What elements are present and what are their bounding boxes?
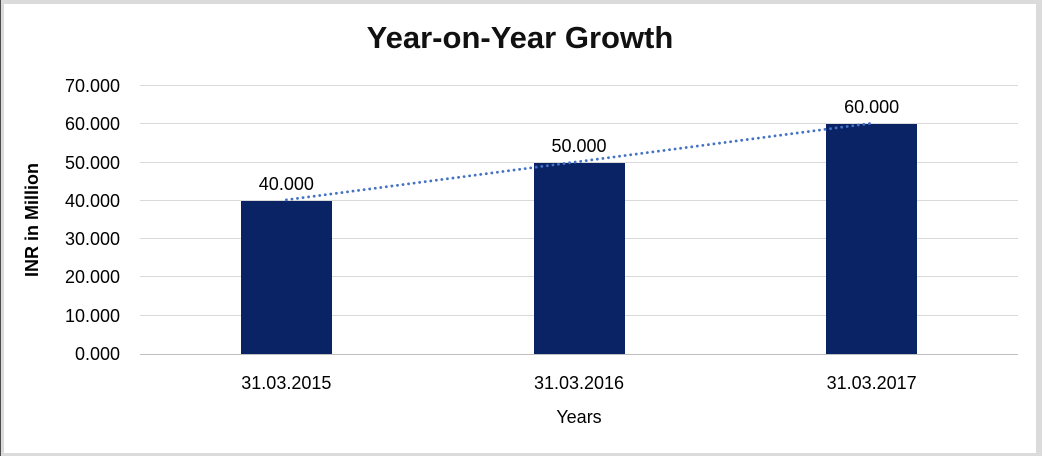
x-tick-label: 31.03.2015 [241, 373, 332, 393]
bar-value-label: 40.000 [258, 173, 314, 194]
x-axis-tick-labels: 31.03.2015 31.03.2016 31.03.2017 [140, 372, 1018, 396]
x-axis-title: Years [556, 407, 602, 427]
bar [533, 162, 625, 354]
y-tick-label: 70.000 [64, 76, 120, 96]
chart-title: Year-on-Year Growth [366, 20, 674, 55]
plot-area: 40.000 50.000 60.000 [140, 85, 1018, 355]
gridline [140, 123, 1018, 125]
x-axis-line [140, 354, 1018, 355]
gridline [140, 161, 1018, 163]
gridline [140, 85, 1018, 86]
y-tick-label: 0.000 [74, 344, 120, 364]
window-left-edge [0, 0, 1, 456]
trendline [284, 121, 874, 202]
x-tick-label: 31.03.2016 [533, 373, 625, 393]
x-tick-label: 31.03.2017 [826, 373, 917, 393]
y-tick-label: 60.000 [64, 114, 120, 135]
bar-value-label: 50.000 [551, 135, 607, 156]
y-tick-label: 30.000 [64, 229, 120, 250]
bar [826, 124, 918, 354]
y-tick-label: 50.000 [64, 152, 120, 173]
y-tick-label: 10.000 [64, 305, 120, 326]
y-tick-label: 40.000 [64, 190, 120, 211]
y-axis-tick-labels: 0.000 10.000 20.000 30.000 40.000 50.000 60.00… [0, 76, 130, 364]
y-tick-label: 20.000 [64, 267, 120, 288]
bar-value-label: 60.000 [844, 97, 900, 118]
bar [240, 200, 332, 354]
